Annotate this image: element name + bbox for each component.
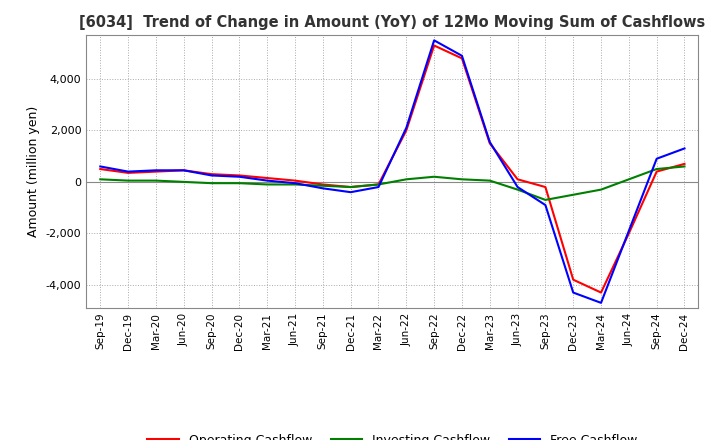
Free Cashflow bbox=[513, 184, 522, 190]
Investing Cashflow bbox=[96, 177, 104, 182]
Free Cashflow bbox=[346, 190, 355, 195]
Investing Cashflow bbox=[430, 174, 438, 180]
Free Cashflow bbox=[96, 164, 104, 169]
Investing Cashflow bbox=[152, 178, 161, 183]
Free Cashflow bbox=[152, 168, 161, 173]
Investing Cashflow bbox=[179, 179, 188, 184]
Operating Cashflow bbox=[235, 173, 243, 178]
Free Cashflow bbox=[179, 168, 188, 173]
Operating Cashflow bbox=[652, 169, 661, 174]
Operating Cashflow bbox=[569, 277, 577, 282]
Free Cashflow bbox=[291, 180, 300, 186]
Operating Cashflow bbox=[179, 168, 188, 173]
Line: Investing Cashflow: Investing Cashflow bbox=[100, 166, 685, 200]
Investing Cashflow bbox=[624, 177, 633, 182]
Free Cashflow bbox=[402, 125, 410, 131]
Operating Cashflow bbox=[263, 176, 271, 181]
Operating Cashflow bbox=[485, 141, 494, 146]
Operating Cashflow bbox=[430, 43, 438, 48]
Free Cashflow bbox=[430, 38, 438, 43]
Operating Cashflow bbox=[291, 178, 300, 183]
Free Cashflow bbox=[207, 173, 216, 178]
Free Cashflow bbox=[485, 139, 494, 145]
Investing Cashflow bbox=[485, 178, 494, 183]
Line: Free Cashflow: Free Cashflow bbox=[100, 40, 685, 303]
Investing Cashflow bbox=[263, 182, 271, 187]
Operating Cashflow bbox=[124, 170, 132, 176]
Investing Cashflow bbox=[597, 187, 606, 192]
Investing Cashflow bbox=[235, 180, 243, 186]
Free Cashflow bbox=[597, 300, 606, 305]
Free Cashflow bbox=[458, 53, 467, 59]
Free Cashflow bbox=[541, 202, 550, 208]
Legend: Operating Cashflow, Investing Cashflow, Free Cashflow: Operating Cashflow, Investing Cashflow, … bbox=[143, 429, 642, 440]
Investing Cashflow bbox=[402, 177, 410, 182]
Operating Cashflow bbox=[374, 182, 383, 187]
Investing Cashflow bbox=[124, 178, 132, 183]
Free Cashflow bbox=[318, 186, 327, 191]
Investing Cashflow bbox=[513, 187, 522, 192]
Operating Cashflow bbox=[458, 56, 467, 61]
Y-axis label: Amount (million yen): Amount (million yen) bbox=[27, 106, 40, 237]
Free Cashflow bbox=[374, 184, 383, 190]
Free Cashflow bbox=[124, 169, 132, 174]
Free Cashflow bbox=[652, 156, 661, 161]
Operating Cashflow bbox=[96, 166, 104, 172]
Free Cashflow bbox=[680, 146, 689, 151]
Operating Cashflow bbox=[318, 182, 327, 187]
Operating Cashflow bbox=[207, 172, 216, 177]
Investing Cashflow bbox=[291, 182, 300, 187]
Investing Cashflow bbox=[569, 192, 577, 198]
Operating Cashflow bbox=[624, 231, 633, 236]
Operating Cashflow bbox=[597, 290, 606, 295]
Free Cashflow bbox=[235, 174, 243, 180]
Investing Cashflow bbox=[346, 184, 355, 190]
Investing Cashflow bbox=[318, 183, 327, 188]
Investing Cashflow bbox=[374, 182, 383, 187]
Operating Cashflow bbox=[346, 184, 355, 190]
Free Cashflow bbox=[263, 178, 271, 183]
Operating Cashflow bbox=[541, 184, 550, 190]
Investing Cashflow bbox=[541, 197, 550, 202]
Investing Cashflow bbox=[207, 180, 216, 186]
Operating Cashflow bbox=[513, 177, 522, 182]
Investing Cashflow bbox=[680, 164, 689, 169]
Free Cashflow bbox=[569, 290, 577, 295]
Operating Cashflow bbox=[680, 161, 689, 166]
Operating Cashflow bbox=[402, 128, 410, 133]
Investing Cashflow bbox=[458, 177, 467, 182]
Operating Cashflow bbox=[152, 169, 161, 174]
Title: [6034]  Trend of Change in Amount (YoY) of 12Mo Moving Sum of Cashflows: [6034] Trend of Change in Amount (YoY) o… bbox=[79, 15, 706, 30]
Investing Cashflow bbox=[652, 166, 661, 172]
Line: Operating Cashflow: Operating Cashflow bbox=[100, 45, 685, 293]
Free Cashflow bbox=[624, 228, 633, 234]
